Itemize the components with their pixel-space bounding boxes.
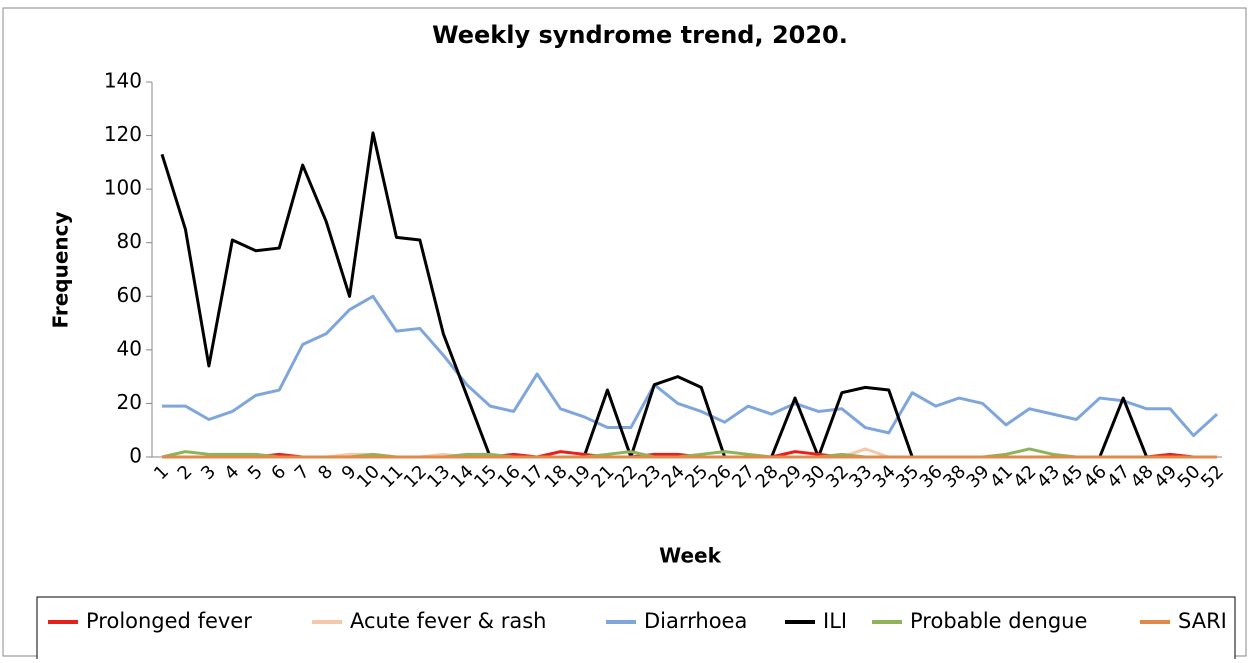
x-axis-label: Week bbox=[659, 544, 721, 568]
chart-border bbox=[2, 7, 1247, 657]
legend-label: Acute fever & rash bbox=[350, 609, 546, 633]
series-line bbox=[162, 294, 1219, 438]
y-tick-label: 80 bbox=[117, 229, 142, 253]
legend-label: Diarrhoea bbox=[644, 609, 747, 633]
legend-label: Probable dengue bbox=[910, 609, 1087, 633]
legend-box bbox=[36, 596, 1236, 663]
y-tick-label: 60 bbox=[117, 283, 142, 307]
y-tick-label: 40 bbox=[117, 336, 142, 360]
legend-label: SARI bbox=[1178, 609, 1227, 633]
y-tick-label: 120 bbox=[104, 122, 142, 146]
legend-label: ILI bbox=[823, 609, 847, 633]
y-tick-label: 140 bbox=[104, 69, 142, 93]
y-tick-label: 0 bbox=[129, 444, 142, 468]
y-tick-label: 20 bbox=[117, 390, 142, 414]
legend-label: Prolonged fever bbox=[86, 609, 252, 633]
y-tick-label: 100 bbox=[104, 176, 142, 200]
y-axis-label: Frequency bbox=[49, 211, 73, 328]
chart-title: Weekly syndrome trend, 2020. bbox=[432, 21, 848, 49]
